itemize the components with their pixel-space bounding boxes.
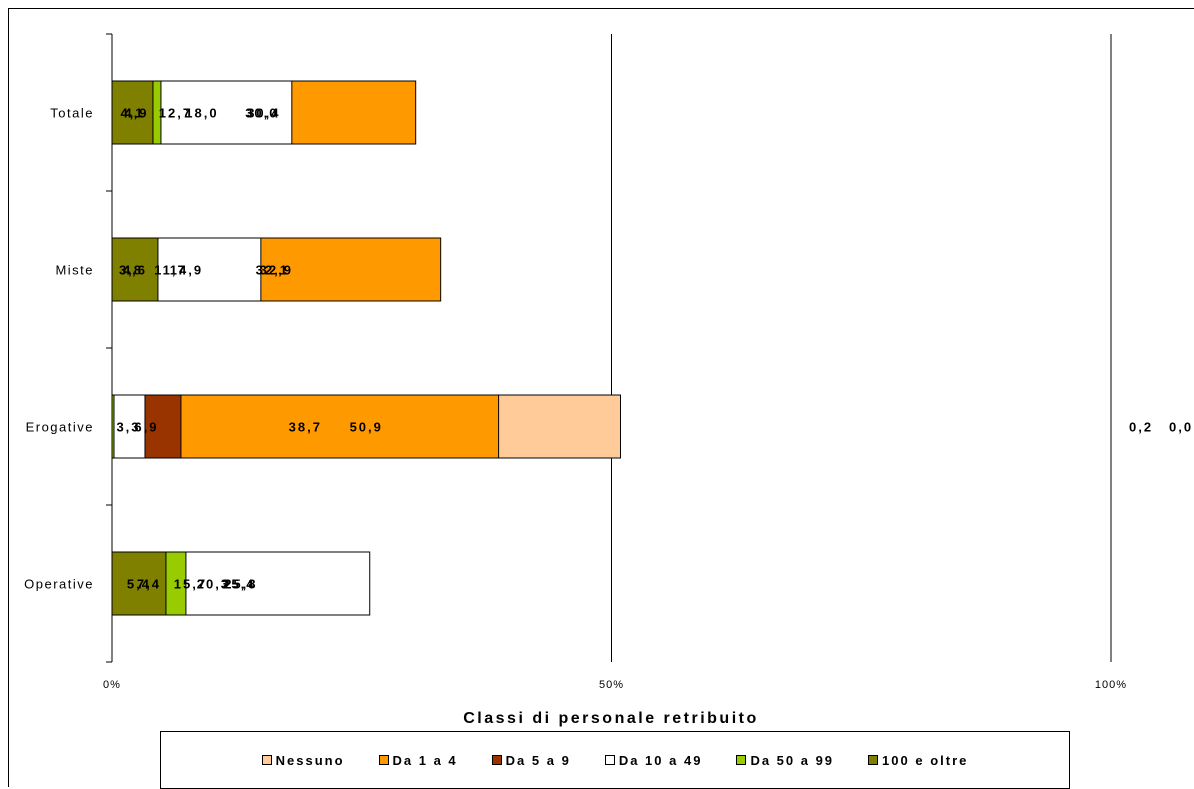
data-label: 0,0 — [1169, 420, 1193, 435]
data-labels: 30,030,4 12,718,0 4,94,1 32,132,9 11,714,9 3,… — [116, 106, 1193, 592]
data-label: 3,8 — [119, 263, 143, 278]
legend-label: Da 10 a 49 — [618, 752, 703, 768]
category-label: Totale — [50, 106, 94, 121]
legend-swatch — [491, 755, 502, 765]
legend-swatch — [736, 755, 747, 765]
data-label: 15,7 — [174, 577, 207, 592]
data-label: 11,7 — [154, 263, 187, 278]
legend-label: Da 50 a 99 — [750, 752, 835, 768]
data-label: 50,9 — [350, 420, 383, 435]
data-label: 25,8 — [224, 577, 257, 592]
legend-item: 100 e oltre — [868, 753, 968, 768]
legend-swatch — [868, 755, 879, 765]
legend-item: Da 50 a 99 — [736, 753, 834, 768]
tick-labels: 0% 50% 100% — [103, 679, 1127, 691]
legend-item: Da 1 a 4 — [378, 752, 458, 768]
bar-erogative-3 — [111, 394, 146, 459]
x-tick-label: 100% — [1095, 679, 1127, 691]
category-labels: Totale Miste Erogative Operative — [24, 106, 94, 592]
legend-item: Nessuno — [261, 752, 345, 768]
data-label: 6,9 — [134, 420, 158, 435]
data-label: 14,9 — [170, 263, 203, 278]
data-label: 4,6 — [123, 263, 147, 278]
legend-swatch — [261, 755, 272, 765]
data-label: 5,4 — [127, 577, 151, 592]
data-label: 25,4 — [222, 577, 255, 592]
category-label: Miste — [55, 263, 94, 278]
gridlines — [611, 34, 1112, 662]
data-label: 30,0 — [245, 106, 278, 121]
data-label: 3,3 — [116, 420, 140, 435]
legend-swatch — [378, 755, 389, 765]
data-label: 12,7 — [159, 106, 192, 121]
data-label: 7,4 — [137, 577, 161, 592]
legend-swatch — [604, 755, 615, 765]
legend-label: Da 5 a 9 — [505, 752, 571, 768]
data-label: 18,0 — [185, 106, 218, 121]
legend-item: Da 5 a 9 — [491, 752, 571, 768]
data-label: 38,7 — [289, 420, 322, 435]
legend-label: Nessuno — [275, 752, 345, 768]
legend: Nessuno Da 1 a 4 Da 5 a 9 Da 10 a 49 Da 50 a… — [160, 731, 1070, 789]
legend-label: Da 1 a 4 — [392, 752, 458, 768]
data-label: 20,3 — [197, 577, 230, 592]
data-label: 0,2 — [1129, 420, 1153, 435]
data-label: 32,1 — [256, 263, 289, 278]
category-label: Operative — [24, 577, 94, 592]
legend-label: 100 e oltre — [882, 752, 969, 768]
data-label: 4,9 — [124, 106, 148, 121]
x-tick-label: 0% — [103, 679, 121, 691]
x-axis-title: Classi di personale retribuito — [463, 710, 759, 727]
x-tick-label: 50% — [599, 679, 624, 691]
bars-group — [111, 80, 621, 616]
data-label: 30,4 — [247, 106, 280, 121]
chart-frame — [8, 8, 1194, 787]
data-label: 4,1 — [120, 106, 144, 121]
bar-miste-5 — [111, 237, 159, 302]
data-label: 32,9 — [260, 263, 293, 278]
bar-totale-5 — [111, 80, 154, 145]
bar-operative-5 — [111, 551, 167, 616]
axes — [106, 33, 113, 663]
legend-item: Da 10 a 49 — [604, 752, 703, 768]
category-label: Erogative — [26, 420, 94, 435]
